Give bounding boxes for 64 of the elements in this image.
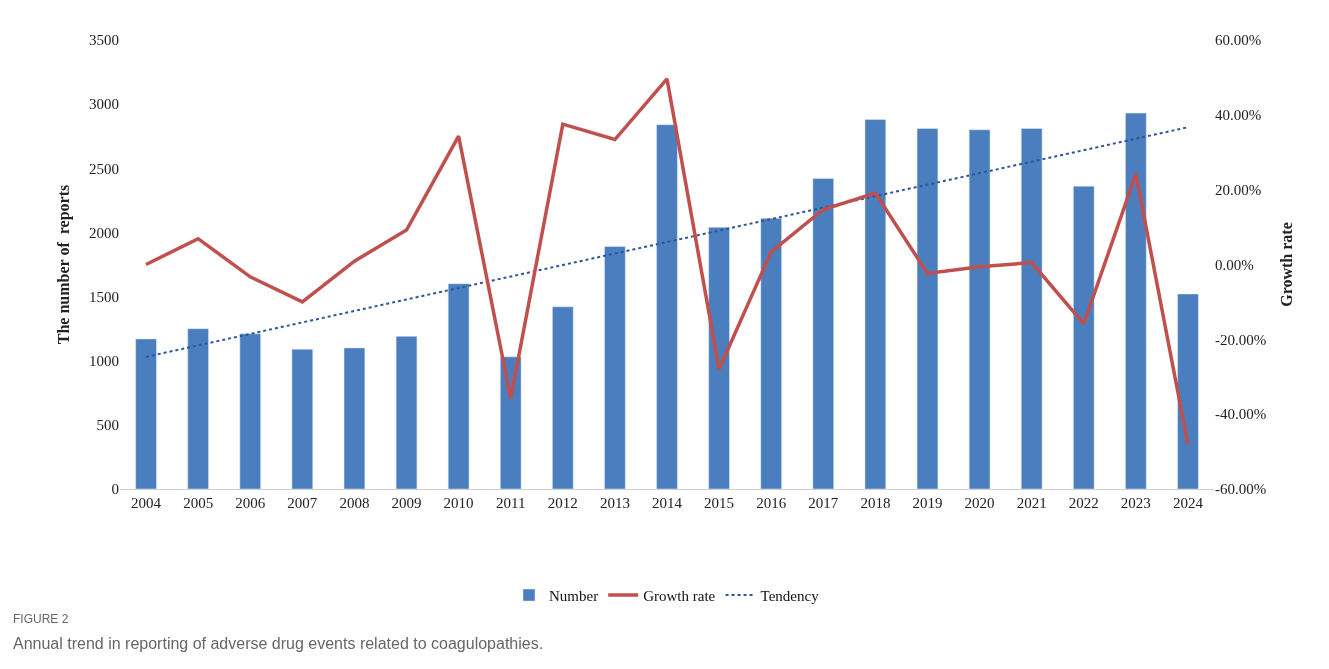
x-tick-label: 2005 [183,495,214,511]
x-tick-label: 2004 [131,495,162,511]
line-series [144,77,1190,447]
bar [395,336,418,489]
x-tick-label: 2015 [704,495,735,511]
y-tick-label: 0 [111,481,119,498]
x-tick-label: 2023 [1120,495,1151,511]
x-tick-label: 2012 [547,495,578,511]
bar [1177,293,1199,489]
bar [1125,112,1147,489]
x-tick-label: 2020 [964,495,995,511]
bar [187,328,209,489]
y2-tick-label: 0.00% [1215,256,1254,273]
x-tick-label: 2019 [912,495,943,511]
y-tick-label: 3000 [89,96,119,113]
y2-tick-label: -60.00% [1215,481,1267,498]
caption: FIGURE 2 [13,612,69,626]
legend-label: Number [549,587,599,604]
bar [135,338,157,489]
x-tick-label: 2010 [443,495,474,511]
text: Annual trend in reporting of adverse drug events related to coagulopathies. [13,635,544,652]
bar [916,128,939,489]
x-tick-label: 2008 [339,495,370,511]
bar [708,227,730,489]
y2-tick-label: -20.00% [1215,331,1267,348]
y-tick-label: 3500 [89,32,119,49]
x-tick-label: 2013 [599,495,630,511]
bar [656,124,678,489]
y2-tick-label: 20.00% [1215,181,1262,198]
x-tick-label: 2009 [391,495,422,511]
x-tick-label: 2016 [756,495,787,511]
x-tick-label: 2014 [652,495,683,511]
bar [968,129,991,489]
x-tick-label: 2018 [860,495,891,511]
y2-tick-label: -40.00% [1215,406,1267,423]
y-tick-label: 2500 [89,160,119,177]
y-tick-label: 500 [96,417,119,434]
bar [239,333,261,489]
x-tick-label: 2017 [808,495,839,511]
bar [604,246,626,489]
y-tick-label: 2000 [89,224,119,241]
y2-tick-label: 60.00% [1215,32,1262,49]
x-tick-label: 2022 [1068,495,1099,511]
bar [1021,128,1043,489]
x-tick-label: 2024 [1172,495,1204,511]
bar [447,283,470,489]
x-tick-label: 2011 [495,495,526,511]
x-tick-label: 2007 [287,495,318,511]
bar [760,218,782,489]
bar [343,347,366,489]
bar [812,178,834,489]
y-tick-label: 1500 [89,288,119,305]
y-tick-label: 1000 [89,352,119,369]
bar [291,348,313,489]
legend-label: Tendency [760,587,820,604]
y-axis-title: The number of reports [54,184,73,345]
legend-label: Growth rate [643,587,716,604]
bar [864,119,887,489]
x-tick-label: 2021 [1016,495,1047,511]
bar [552,306,574,489]
bar [1073,186,1095,489]
y2-tick-label: 40.00% [1215,107,1262,124]
y2-axis-title: Growth rate [1277,222,1295,307]
x-tick-label: 2006 [235,495,266,511]
